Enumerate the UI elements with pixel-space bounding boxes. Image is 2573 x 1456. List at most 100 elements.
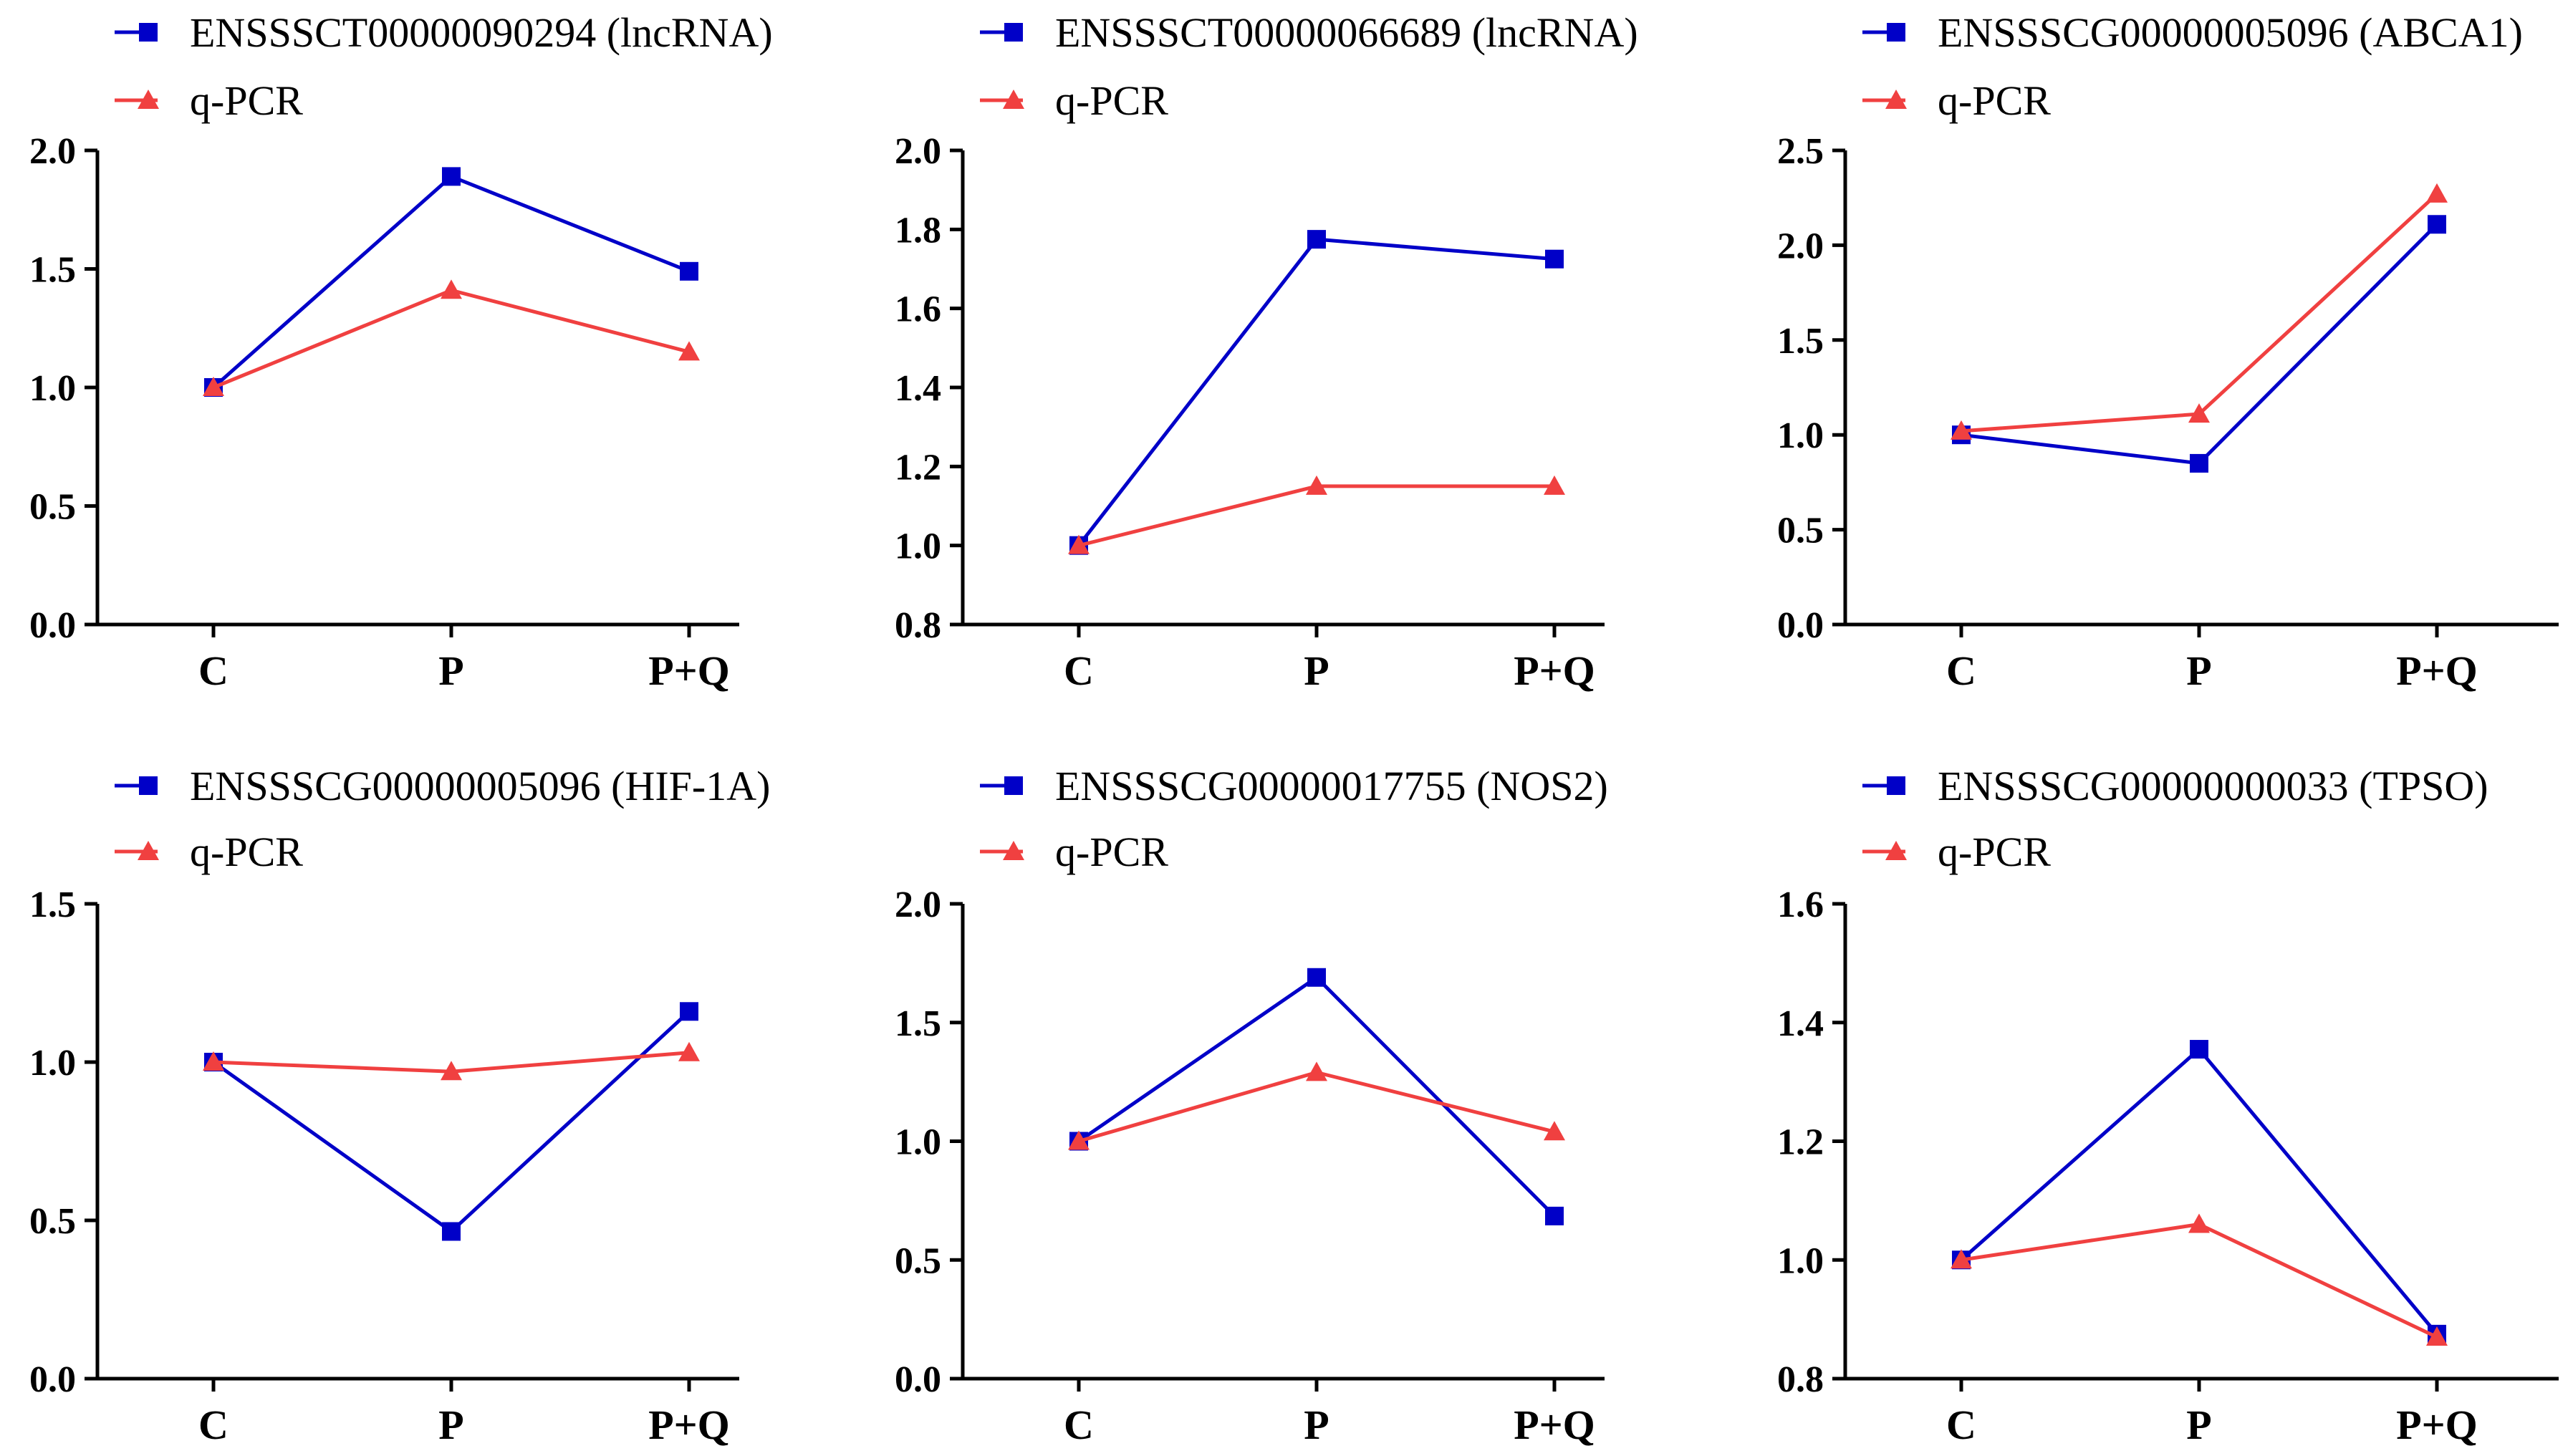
x-tick-label: P: [438, 647, 463, 694]
x-tick-label: C: [198, 1402, 229, 1448]
y-tick-label: 2.0: [29, 131, 76, 172]
legend-triangle-icon: [1885, 90, 1907, 109]
chart-panel-4: 0.0 0.5 1.0 1.5 C P P+Q ENSSSCG00000005096 (HIF…: [29, 763, 770, 1448]
series-line-qpcr: [1078, 484, 1554, 548]
x-tick-label: C: [198, 647, 229, 694]
y-tick-label: 1.0: [895, 526, 941, 567]
legend-label: ENSSSCG00000005096 (ABCA1): [1938, 9, 2523, 56]
data-point-qpcr: [1544, 1121, 1565, 1141]
legend-square-icon: [1004, 23, 1023, 42]
data-point-qpcr: [678, 1041, 700, 1061]
y-tick-label: 0.5: [29, 1201, 76, 1242]
legend-square-icon: [1887, 776, 1905, 795]
x-tick-label: P: [1304, 1402, 1329, 1448]
x-tick-label: P+Q: [648, 1402, 730, 1448]
data-point-array: [1307, 968, 1326, 987]
y-tick-label: 0.8: [895, 605, 941, 646]
y-tick-label: 2.0: [895, 884, 941, 925]
legend-label: ENSSSCT00000066689 (lncRNA): [1055, 9, 1638, 56]
data-point-array: [1307, 230, 1326, 249]
data-point-array: [680, 261, 698, 281]
y-tick-label: 0.5: [29, 487, 76, 528]
y-tick-label: 1.6: [1777, 884, 1824, 925]
y-tick-label: 1.2: [895, 447, 941, 488]
chart-panel-2: 0.8 1.0 1.2 1.4 1.6 1.8 2.0 C P P+Q ENSSSCT0000006…: [895, 9, 1638, 694]
data-point-qpcr: [1306, 1061, 1327, 1081]
x-tick-label: P+Q: [2396, 1402, 2478, 1448]
series-line-qpcr: [1961, 1223, 2438, 1339]
data-point-array: [442, 167, 461, 186]
data-point-qpcr: [203, 377, 224, 396]
y-tick-label: 0.0: [29, 605, 76, 646]
y-tick-label: 2.0: [1777, 226, 1824, 266]
x-tick-label: P+Q: [1514, 647, 1595, 694]
y-tick-label: 1.6: [895, 289, 941, 330]
data-point-qpcr: [441, 1061, 462, 1081]
legend-label: q-PCR: [1938, 829, 2051, 875]
data-point-array: [442, 1222, 461, 1241]
y-tick-label: 1.8: [895, 210, 941, 251]
y-tick-label: 0.8: [1777, 1359, 1824, 1400]
legend-square-icon: [139, 776, 158, 795]
y-tick-label: 1.0: [1777, 1240, 1824, 1281]
y-tick-label: 1.5: [895, 1003, 941, 1044]
y-tick-label: 1.5: [29, 884, 76, 925]
x-tick-label: P: [2186, 647, 2211, 694]
x-tick-label: C: [1946, 647, 1976, 694]
y-tick-label: 1.5: [1777, 321, 1824, 362]
data-point-qpcr: [1951, 420, 1972, 440]
chart-panel-5: 0.0 0.5 1.0 1.5 2.0 C P P+Q ENSSSCG00000017755 (…: [895, 763, 1608, 1448]
data-point-array: [2190, 1040, 2208, 1059]
y-tick-label: 2.0: [895, 131, 941, 172]
legend-label: ENSSSCG00000005096 (HIF-1A): [190, 763, 770, 809]
data-point-qpcr: [678, 341, 700, 361]
data-point-qpcr: [203, 1051, 224, 1071]
y-tick-label: 1.0: [1777, 415, 1824, 456]
legend-label: q-PCR: [190, 77, 303, 124]
legend-square-icon: [1004, 776, 1023, 795]
series-line-array: [1077, 975, 1556, 1218]
series-line-qpcr: [1078, 1070, 1555, 1143]
data-point-array: [1545, 1206, 1564, 1225]
y-tick-label: 1.4: [1777, 1003, 1824, 1044]
legend-square-icon: [139, 23, 158, 42]
data-point-qpcr: [2188, 403, 2210, 423]
x-tick-label: P+Q: [1514, 1402, 1595, 1448]
legend-triangle-icon: [1885, 841, 1907, 860]
data-point-array: [680, 1002, 698, 1021]
x-tick-label: C: [1064, 647, 1094, 694]
legend-label: ENSSSCG00000017755 (NOS2): [1055, 763, 1608, 809]
x-tick-label: C: [1064, 1402, 1094, 1448]
data-point-qpcr: [1951, 1249, 1972, 1269]
chart-panel-1: 0.0 0.5 1.0 1.5 2.0 C P P+Q ENSSSCT00000090294 (…: [29, 9, 773, 694]
x-tick-label: P+Q: [2396, 647, 2478, 694]
legend-label: ENSSSCG00000000033 (TPSO): [1938, 763, 2488, 809]
x-tick-label: C: [1946, 1402, 1976, 1448]
data-point-array: [2428, 215, 2446, 234]
x-tick-label: P: [1304, 647, 1329, 694]
y-tick-label: 1.0: [895, 1122, 941, 1163]
data-point-qpcr: [441, 279, 462, 299]
series-line-qpcr: [1961, 193, 2438, 433]
legend-label: q-PCR: [190, 829, 303, 875]
chart-panel-6: 0.8 1.0 1.2 1.4 1.6 C P P+Q ENSSSCG00000000033 (…: [1777, 763, 2559, 1448]
y-tick-label: 1.4: [895, 368, 941, 409]
data-point-qpcr: [1068, 534, 1090, 554]
series-line-array: [212, 1010, 691, 1233]
x-tick-label: P+Q: [648, 647, 730, 694]
y-tick-label: 1.0: [29, 368, 76, 409]
series-line-array: [1077, 237, 1555, 547]
legend-triangle-icon: [138, 90, 159, 109]
data-point-qpcr: [2426, 1326, 2448, 1346]
legend-triangle-icon: [1003, 841, 1024, 860]
chart-panel-3: 0.0 0.5 1.0 1.5 2.0 2.5 C P P+Q ENSSSCG0000000509…: [1777, 9, 2559, 694]
legend-label: ENSSSCT00000090294 (lncRNA): [190, 9, 773, 56]
y-tick-label: 0.5: [1777, 511, 1824, 551]
data-point-qpcr: [2188, 1213, 2210, 1233]
x-tick-label: P: [438, 1402, 463, 1448]
legend-square-icon: [1887, 23, 1905, 42]
legend-label: q-PCR: [1938, 77, 2051, 124]
y-tick-label: 1.0: [29, 1043, 76, 1084]
series-line-array: [1960, 1047, 2438, 1336]
